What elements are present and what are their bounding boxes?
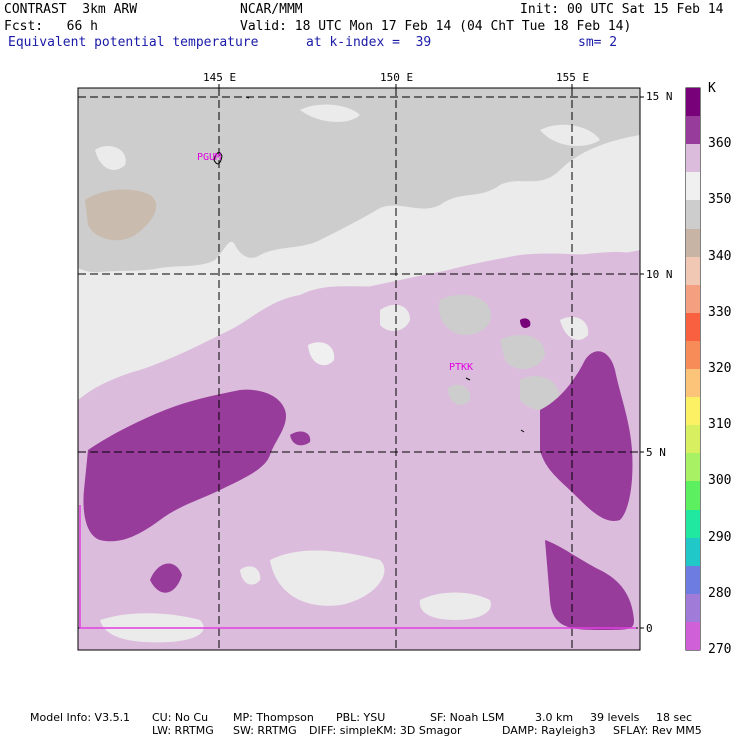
colorbar-swatch <box>686 565 700 595</box>
footer-item: CU: No Cu <box>152 711 209 724</box>
colorbar-tick-label: 280 <box>708 585 732 601</box>
purple-region <box>540 351 633 521</box>
forecast-hour: Fcst: 66 h <box>4 19 98 34</box>
footer-item: 39 levels <box>590 711 640 724</box>
lat-label-0: 0 <box>646 622 653 635</box>
station-label-ptkk: PTKK <box>449 362 474 373</box>
colorbar-tick-label: 270 <box>708 642 732 657</box>
pale-patch <box>270 550 385 606</box>
colorbar-swatch <box>686 621 700 651</box>
colorbar-swatch <box>686 425 700 454</box>
gray-island <box>520 376 560 411</box>
colorbar-swatch <box>686 481 700 510</box>
footer-item: 18 sec <box>656 711 693 724</box>
colorbar-swatch <box>686 144 700 173</box>
colorbar-tick-label: 300 <box>708 473 732 489</box>
footer-item: MP: Thompson <box>233 711 314 724</box>
lon-label-145: 145 E <box>203 71 237 84</box>
colorbar-tick-label: 340 <box>708 248 732 264</box>
footer-item: DIFF: simple <box>309 724 377 737</box>
map-fill <box>78 88 640 650</box>
lat-label-10n: 10 N <box>646 268 673 281</box>
colorbar-swatch <box>686 593 700 623</box>
colorbar-swatch <box>686 453 700 482</box>
pale-patch <box>300 104 360 122</box>
pale-island <box>308 342 335 366</box>
footer-item: SW: RRTMG <box>233 724 297 737</box>
colorbar-swatch <box>686 228 700 258</box>
footer-item: 3.0 km <box>535 711 574 724</box>
purple-region <box>83 389 287 542</box>
footer-item: Model Info: V3.5.1 <box>30 711 131 724</box>
pale-patch <box>240 566 261 585</box>
lat-label-15n: 15 N <box>646 90 673 103</box>
model-name: CONTRAST 3km ARW <box>4 2 138 17</box>
colorbar-swatch <box>686 340 700 370</box>
gray-island <box>500 335 545 370</box>
smoothing-info: sm= 2 <box>578 35 618 50</box>
colorbar-swatch <box>686 369 700 398</box>
colorbar-tick-label: 310 <box>708 417 732 433</box>
island-coastline <box>520 429 525 433</box>
pale-island <box>560 316 589 340</box>
dark-purple-spot <box>520 318 531 328</box>
colorbar-swatch <box>686 116 700 145</box>
footer-item: SFLAY: Rev MM5 <box>613 724 702 737</box>
colorbar-tick-label: 330 <box>708 304 732 320</box>
footer-item: DAMP: Rayleigh3 <box>502 724 596 737</box>
colorbar-tick-label: 290 <box>708 529 732 545</box>
chuuk-coastline <box>465 377 471 381</box>
colorbar-swatch <box>686 312 700 342</box>
lon-label-155: 155 E <box>556 71 590 84</box>
pale-patch <box>95 145 126 170</box>
center-name: NCAR/MMM <box>240 2 303 17</box>
footer-item: PBL: YSU <box>336 711 386 724</box>
valid-time: Valid: 18 UTC Mon 17 Feb 14 (04 ChT Tue … <box>240 19 632 34</box>
map-frame <box>77 87 641 651</box>
colorbar-swatch <box>686 172 700 201</box>
level-info: at k-index = 39 <box>306 35 432 50</box>
gray-island <box>448 384 471 405</box>
pale-island <box>380 304 410 332</box>
purple-region <box>545 540 634 630</box>
station-label-pgum: PGUM <box>197 152 222 163</box>
purple-region <box>290 431 311 446</box>
footer-item: SF: Noah LSM <box>430 711 505 724</box>
colorbar-swatch <box>686 284 700 314</box>
colorbar-tick-label: 360 <box>708 136 732 152</box>
pale-patch <box>419 592 491 620</box>
footer-item: LW: RRTMG <box>152 724 214 737</box>
colorbar-swatch <box>686 88 700 117</box>
lat-label-5n: 5 N <box>646 446 666 459</box>
colorbar-tick-label: 320 <box>708 361 732 376</box>
tan-region <box>85 189 157 241</box>
domain-boundary <box>79 505 636 629</box>
colorbar-swatch <box>686 397 700 426</box>
guam-coastline <box>213 152 223 165</box>
colorbar-swatch <box>686 509 700 539</box>
colorbar-tick-label: 350 <box>708 192 732 208</box>
colorbar-swatch <box>686 200 700 229</box>
footer-item: KM: 3D Smagor <box>376 724 462 737</box>
lon-label-150: 150 E <box>380 71 414 84</box>
colorbar-swatch <box>686 537 700 567</box>
colorbar-swatch <box>686 256 700 286</box>
gray-island <box>439 294 491 335</box>
axis-ticks <box>218 84 644 629</box>
field-name: Equivalent potential temperature <box>8 35 259 50</box>
init-time: Init: 00 UTC Sat 15 Feb 14 <box>520 2 724 17</box>
purple-region <box>150 563 182 593</box>
pale-patch <box>540 124 600 146</box>
colorbar <box>686 88 700 651</box>
colorbar-unit: K <box>708 81 716 96</box>
